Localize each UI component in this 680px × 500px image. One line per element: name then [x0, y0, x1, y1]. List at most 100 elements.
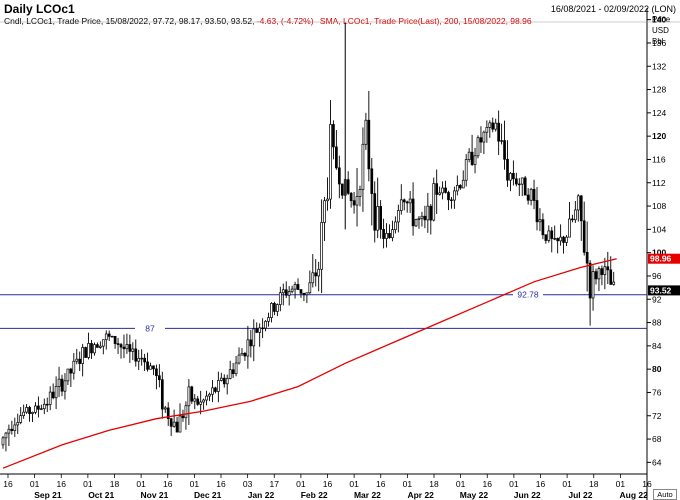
candle-body — [246, 339, 250, 357]
candle-body — [187, 386, 191, 407]
candle-body — [385, 233, 388, 239]
candle-body — [28, 407, 31, 414]
candle-body — [258, 327, 262, 333]
x-day-label: 16 — [483, 479, 493, 489]
candle-body — [169, 418, 173, 427]
candle-body — [432, 183, 436, 221]
candle-body — [326, 198, 329, 202]
candle-body — [541, 219, 545, 236]
candle-body — [332, 124, 335, 148]
candle-body — [488, 122, 492, 128]
candle-body — [547, 230, 551, 241]
candle-body — [373, 193, 377, 231]
candle-body — [175, 421, 179, 433]
candles-group — [1, 22, 616, 452]
candle-body — [7, 428, 11, 434]
y-tick-label: 84 — [652, 341, 662, 351]
x-day-label: 18 — [429, 479, 439, 489]
candle-body — [40, 408, 43, 410]
candle-body — [116, 343, 120, 345]
candle-body — [281, 289, 285, 294]
y-tick-label: 68 — [652, 434, 662, 444]
candle-body — [66, 368, 70, 382]
candle-body — [243, 352, 247, 357]
candle-body — [352, 200, 356, 206]
candle-body — [379, 206, 382, 230]
legend-candle: Cndl, LCOc1, Trade Price, 15/08/2022, 97… — [4, 16, 314, 26]
candle-body — [152, 365, 155, 370]
candle-body — [453, 190, 456, 201]
candle-body — [444, 187, 447, 193]
price-value-label: 93.52 — [650, 285, 672, 295]
x-month-label: Jan 22 — [248, 490, 275, 500]
candle-body — [420, 215, 424, 219]
candle-body — [597, 268, 601, 280]
y-tick-label: 124 — [652, 108, 666, 118]
unit-usd: USD — [652, 26, 669, 35]
candle-body — [296, 284, 300, 290]
candle-body — [482, 131, 486, 143]
candle-body — [411, 198, 415, 227]
auto-scale-button[interactable]: Auto — [653, 489, 677, 500]
candle-body — [284, 289, 288, 296]
candle-body — [13, 424, 17, 431]
candle-body — [470, 151, 474, 165]
candle-body — [574, 209, 577, 221]
y-tick-label: 72 — [652, 411, 662, 421]
candle-body — [553, 238, 557, 240]
candle-body — [458, 185, 462, 189]
candle-body — [290, 288, 294, 292]
y-tick-label: 128 — [652, 85, 666, 95]
candle-body — [166, 407, 170, 420]
x-day-label: 17 — [270, 479, 280, 489]
candle-body — [42, 403, 46, 410]
x-day-label: 01 — [296, 479, 306, 489]
candle-body — [293, 284, 297, 290]
x-month-label: Jul 22 — [568, 490, 592, 500]
candle-body — [90, 343, 93, 354]
candle-body — [603, 266, 607, 275]
sma-line — [2, 258, 617, 469]
candle-body — [559, 236, 562, 242]
x-day-label: 01 — [349, 479, 359, 489]
candle-body — [579, 195, 583, 222]
candle-body — [208, 393, 211, 397]
candle-body — [273, 303, 276, 312]
candle-body — [211, 387, 214, 395]
candle-body — [128, 344, 132, 352]
candle-body — [255, 328, 259, 333]
candle-body — [544, 234, 548, 241]
candle-body — [143, 357, 146, 363]
x-day-label: 16 — [642, 479, 652, 489]
candle-body — [104, 333, 108, 341]
candle-body — [1, 437, 5, 446]
legend-change: -4.63, (-4.72%) — [256, 16, 314, 26]
candle-body — [473, 155, 477, 165]
candle-body — [25, 407, 28, 413]
candle-body — [140, 357, 144, 360]
reference-label: 92.78 — [517, 290, 539, 300]
candle-body — [441, 187, 444, 194]
candle-body — [202, 399, 205, 403]
candle-body — [302, 292, 306, 296]
y-tick-label: 108 — [652, 201, 666, 211]
candle-body — [308, 282, 312, 294]
unit-price: Price — [652, 15, 671, 24]
candle-body — [514, 178, 518, 185]
candle-body — [199, 401, 203, 405]
y-tick-label: 104 — [652, 224, 666, 234]
y-tick-label: 132 — [652, 61, 666, 71]
candle-body — [355, 196, 359, 206]
candle-body — [376, 206, 380, 231]
candle-body — [99, 345, 102, 348]
candle-body — [31, 411, 34, 414]
unit-bbl: Bbl — [652, 37, 664, 46]
candle-body — [196, 398, 200, 405]
candle-body — [181, 415, 185, 419]
candle-body — [609, 269, 613, 285]
candle-body — [158, 375, 161, 381]
candle-body — [600, 268, 604, 275]
candle-body — [137, 357, 141, 362]
candle-body — [491, 122, 495, 130]
y-tick-label: 92 — [652, 294, 662, 304]
